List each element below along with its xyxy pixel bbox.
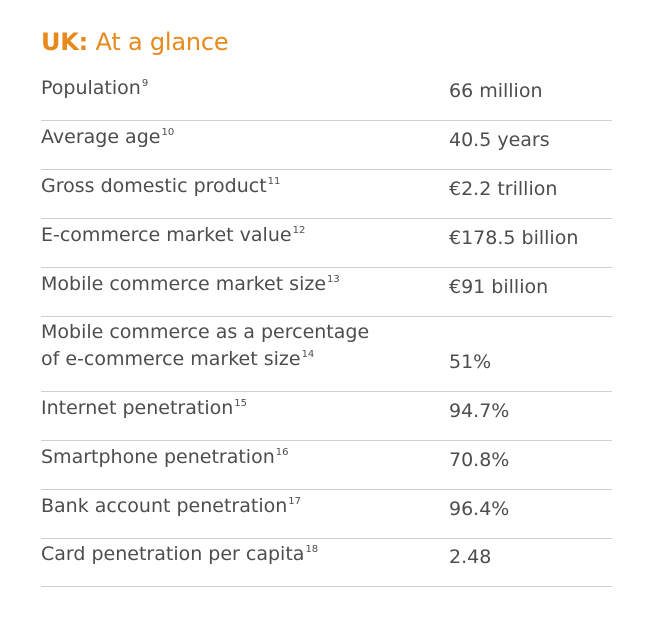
row-value: 51% xyxy=(449,351,492,373)
table-row-bank-account-penetration: Bank account penetration17 96.4% xyxy=(41,490,612,539)
row-value: 70.8% xyxy=(449,449,510,471)
row-label: Population9 xyxy=(41,77,149,99)
table-row-mobile-commerce-size: Mobile commerce market size13 €91 billio… xyxy=(41,268,612,317)
row-label: Card penetration per capita18 xyxy=(41,543,319,565)
table-row-card-penetration: Card penetration per capita18 2.48 xyxy=(41,539,612,587)
footnote-ref: 9 xyxy=(141,78,149,89)
table-row-mobile-commerce-percentage: Mobile commerce as a percentage of e-comm… xyxy=(41,317,612,392)
footnote-ref: 11 xyxy=(267,176,281,187)
footnote-ref: 18 xyxy=(305,544,319,555)
row-value: €2.2 trillion xyxy=(449,178,558,200)
row-value: €91 billion xyxy=(449,276,549,298)
table-row-gdp: Gross domestic product11 €2.2 trillion xyxy=(41,170,612,219)
title-prefix: UK: xyxy=(41,28,89,56)
row-label: Gross domestic product11 xyxy=(41,175,281,197)
footnote-ref: 14 xyxy=(301,349,315,360)
page-title: UK: At a glance xyxy=(41,28,229,56)
row-label: Smartphone penetration16 xyxy=(41,446,289,468)
footnote-ref: 10 xyxy=(161,127,175,138)
table-row-population: Population9 66 million xyxy=(41,72,612,121)
title-text: At a glance xyxy=(88,28,229,56)
footnote-ref: 15 xyxy=(234,398,247,409)
table-row-ecommerce-value: E-commerce market value12 €178.5 billion xyxy=(41,219,612,268)
row-value: 40.5 years xyxy=(449,129,550,151)
footnote-ref: 17 xyxy=(288,496,302,507)
table-row-average-age: Average age10 40.5 years xyxy=(41,121,612,170)
row-label: Average age10 xyxy=(41,126,175,148)
footnote-ref: 12 xyxy=(292,225,306,236)
row-label: E-commerce market value12 xyxy=(41,224,306,246)
facts-table: Population9 66 million Average age10 40.… xyxy=(41,72,612,587)
row-value: 2.48 xyxy=(449,546,492,568)
table-row-smartphone-penetration: Smartphone penetration16 70.8% xyxy=(41,441,612,490)
row-label: Internet penetration15 xyxy=(41,397,247,419)
footnote-ref: 13 xyxy=(327,274,340,285)
row-label: Mobile commerce market size13 xyxy=(41,273,340,295)
table-row-internet-penetration: Internet penetration15 94.7% xyxy=(41,392,612,441)
row-value: €178.5 billion xyxy=(449,227,579,249)
footnote-ref: 16 xyxy=(275,447,289,458)
row-value: 94.7% xyxy=(449,400,510,422)
row-label: Bank account penetration17 xyxy=(41,495,302,517)
row-label: Mobile commerce as a percentage of e-comm… xyxy=(41,321,370,370)
row-value: 66 million xyxy=(449,80,543,102)
row-value: 96.4% xyxy=(449,498,510,520)
